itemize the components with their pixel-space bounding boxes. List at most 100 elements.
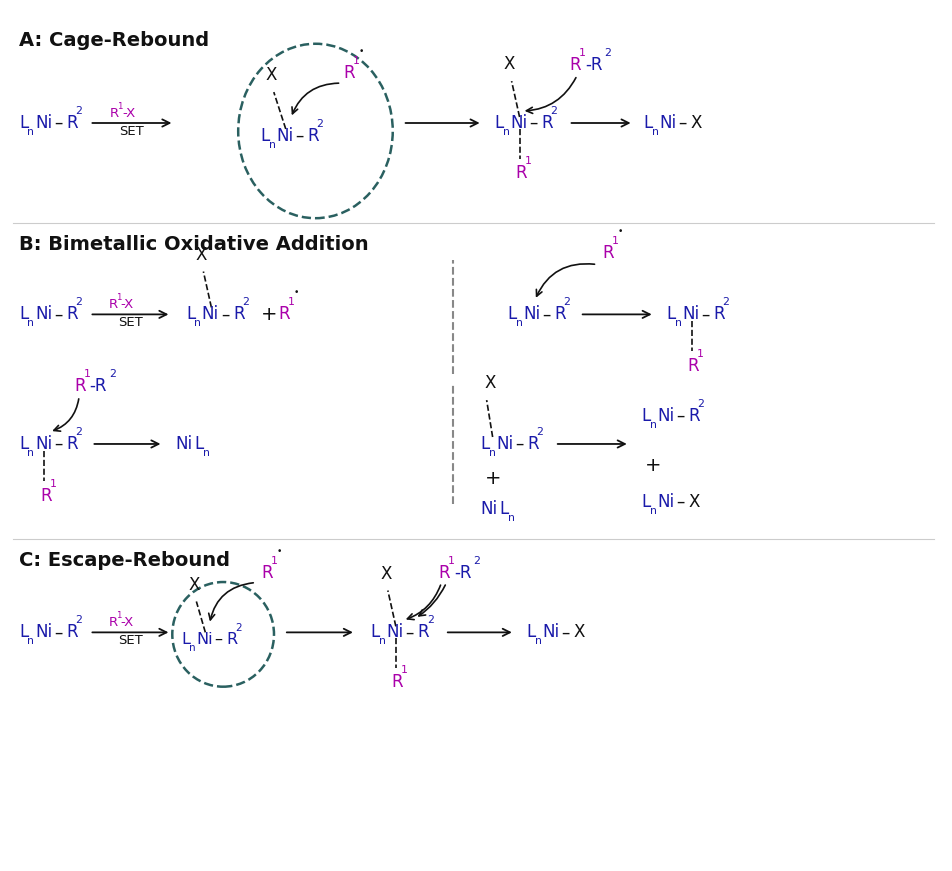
Text: R: R [66,435,77,453]
Text: Ni: Ni [35,306,52,323]
Text: L: L [181,631,190,647]
Text: R: R [109,299,117,312]
Text: Ni: Ni [35,435,52,453]
Text: n: n [674,319,681,328]
Text: –: – [54,435,62,453]
Text: 2: 2 [109,369,115,379]
Text: L: L [19,306,29,323]
Text: L: L [641,493,650,510]
Text: –: – [295,127,304,145]
Text: 2: 2 [563,297,570,307]
Text: R: R [278,306,289,323]
Text: Ni: Ni [682,306,699,323]
Text: R: R [438,564,449,582]
Text: X: X [504,55,515,73]
Text: R: R [343,64,355,82]
Text: R: R [515,164,526,182]
Text: n: n [268,140,275,150]
Text: n: n [28,448,34,458]
Text: Ni: Ni [657,407,674,425]
Text: L: L [526,624,535,641]
Text: 1: 1 [525,156,531,165]
Text: Ni: Ni [35,114,52,132]
Text: R: R [526,435,539,453]
Text: 2: 2 [75,106,82,116]
Text: L: L [19,114,29,132]
Text: L: L [507,306,516,323]
Text: R: R [602,244,613,261]
Text: –: – [405,624,413,641]
Text: L: L [19,624,29,641]
Text: SET: SET [119,125,144,138]
Text: –: – [54,306,62,323]
Text: A: Cage-Rebound: A: Cage-Rebound [19,31,209,51]
Text: 1: 1 [288,297,294,307]
Text: +: + [260,305,277,324]
Text: Ni: Ni [175,435,192,453]
Text: L: L [643,114,652,132]
Text: –: – [676,493,684,510]
Text: R: R [554,306,565,323]
Text: X: X [689,114,701,132]
Text: n: n [651,127,658,137]
Text: -X: -X [121,617,134,630]
Text: L: L [494,114,504,132]
Text: L: L [194,435,204,453]
Text: –: – [561,624,569,641]
Text: L: L [641,407,650,425]
Text: n: n [515,319,522,328]
Text: –: – [214,631,222,647]
Text: Ni: Ni [657,493,674,510]
Text: n: n [379,637,386,646]
Text: –: – [528,114,537,132]
Text: X: X [380,564,391,583]
Text: n: n [28,319,34,328]
Text: Ni: Ni [523,306,540,323]
Text: 2: 2 [242,297,248,307]
Text: L: L [260,127,269,145]
Text: X: X [687,493,699,510]
Text: L: L [370,624,380,641]
Text: n: n [203,448,209,458]
Text: X: X [485,375,496,392]
Text: 2: 2 [235,623,241,633]
Text: L: L [19,435,29,453]
Text: R: R [66,306,77,323]
Text: •: • [617,226,623,235]
Text: Ni: Ni [658,114,675,132]
Text: L: L [186,306,195,323]
Text: n: n [649,420,656,430]
Text: C: Escape-Rebound: C: Escape-Rebound [19,550,230,570]
Text: R: R [307,127,319,145]
Text: R: R [541,114,552,132]
Text: +: + [484,469,501,489]
Text: Ni: Ni [542,624,559,641]
Text: Ni: Ni [480,500,497,517]
Text: R: R [261,564,272,582]
Text: n: n [488,448,495,458]
Text: B: Bimetallic Oxidative Addition: B: Bimetallic Oxidative Addition [19,234,368,253]
Text: 2: 2 [550,106,557,116]
Text: SET: SET [118,316,143,329]
Text: 1: 1 [270,556,277,565]
Text: -R: -R [89,377,108,395]
Text: –: – [542,306,550,323]
Text: 1: 1 [116,293,121,302]
Text: Ni: Ni [276,127,293,145]
Text: 1: 1 [401,665,407,675]
Text: –: – [54,624,62,641]
Text: –: – [676,407,684,425]
Text: R: R [66,624,77,641]
Text: 2: 2 [75,427,82,437]
Text: Ni: Ni [496,435,513,453]
Text: R: R [40,487,52,505]
Text: R: R [687,357,699,375]
Text: n: n [188,643,195,653]
Text: -R: -R [585,57,602,74]
Text: n: n [507,513,514,523]
Text: 1: 1 [84,369,90,379]
Text: L: L [499,500,508,517]
Text: R: R [226,631,237,647]
Text: -X: -X [121,299,134,312]
Text: -X: -X [122,107,135,120]
